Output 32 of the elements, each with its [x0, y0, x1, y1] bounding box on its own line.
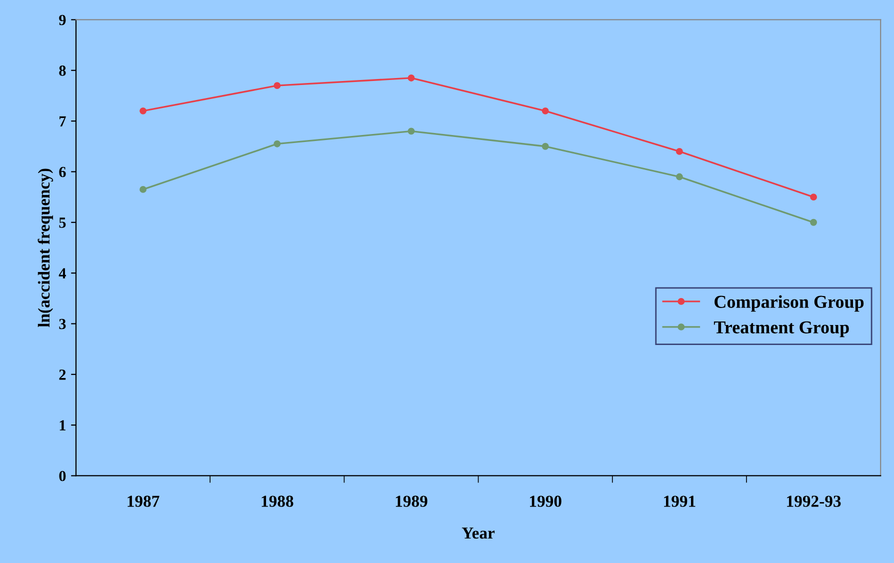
- point: [676, 148, 683, 155]
- point: [408, 74, 415, 82]
- y-tick-label: 3: [59, 318, 66, 330]
- point: [542, 142, 549, 150]
- point: [676, 173, 683, 180]
- x-tick-label: 1991: [664, 496, 696, 507]
- point: [542, 107, 549, 114]
- x-axis-title: Year: [462, 528, 495, 539]
- point: [274, 140, 281, 148]
- y-tick-label: 8: [59, 66, 66, 76]
- x-tick-label: 1990: [530, 496, 562, 507]
- point: [140, 107, 147, 114]
- x-tick-label: 1989: [396, 496, 428, 507]
- legend-label: Comparison Group: [714, 295, 864, 312]
- y-tick-label: 9: [59, 14, 66, 26]
- x-tick-label: 1988: [262, 496, 294, 507]
- legend-label: Treatment Group: [714, 321, 849, 338]
- y-tick-label: 1: [60, 420, 66, 430]
- y-tick-label: 2: [59, 370, 66, 380]
- y-tick-label: 0: [59, 470, 66, 482]
- x-tick-label: 1987: [128, 496, 160, 507]
- y-tick-label: 7: [60, 116, 66, 126]
- x-tick-label: 1992-93: [787, 496, 841, 507]
- point: [408, 128, 415, 135]
- point: [274, 82, 281, 90]
- y-tick-label: 4: [58, 268, 66, 278]
- y-tick-label: 6: [59, 166, 66, 178]
- point: [810, 218, 818, 226]
- y-tick-label: 5: [59, 218, 66, 228]
- y-axis-title: ln(accident frequency): [38, 168, 54, 328]
- point: [140, 186, 147, 193]
- point: [810, 194, 818, 201]
